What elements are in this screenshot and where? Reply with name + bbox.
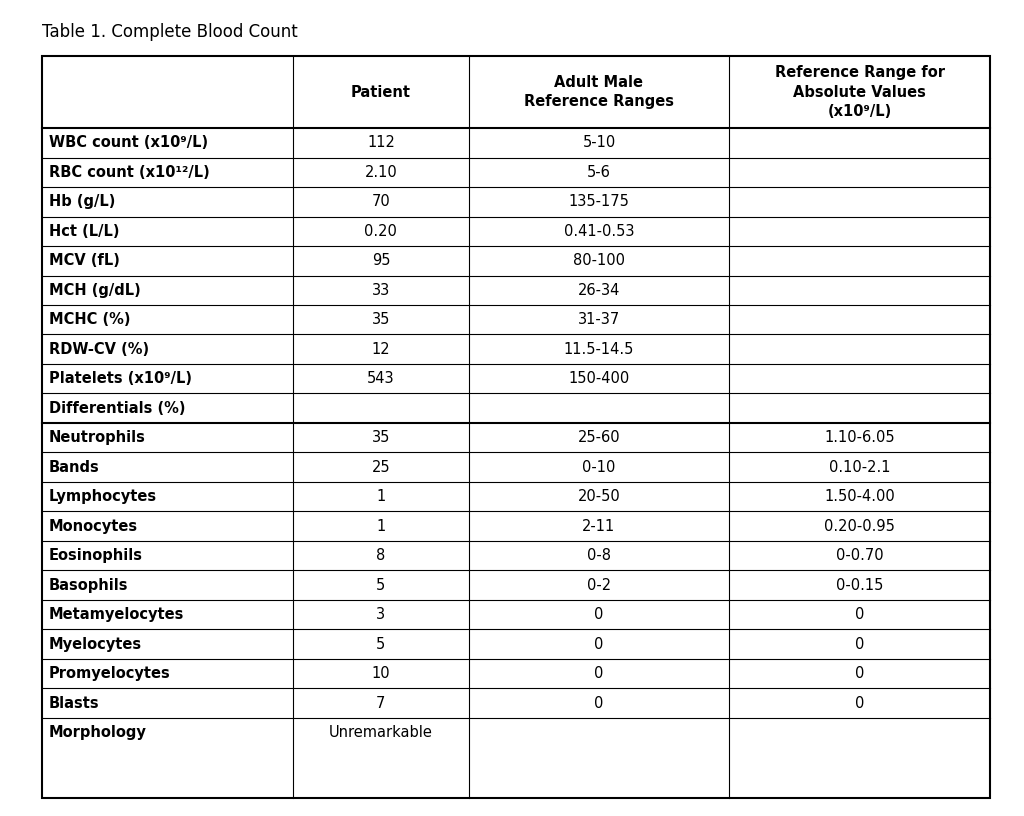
Text: 0-0.70: 0-0.70 [836,548,884,563]
Text: 26-34: 26-34 [578,283,621,298]
Text: 5-6: 5-6 [587,165,611,180]
Text: 2-11: 2-11 [583,519,615,534]
Text: 10: 10 [372,666,390,681]
Text: 0.20: 0.20 [365,224,397,239]
Text: 5: 5 [376,636,385,652]
Text: MCH (g/dL): MCH (g/dL) [49,283,140,298]
Text: 0: 0 [855,666,864,681]
Text: 0: 0 [594,607,603,623]
Text: Hct (L/L): Hct (L/L) [49,224,120,239]
Text: 0: 0 [594,696,603,711]
Text: 0: 0 [594,636,603,652]
Text: 150-400: 150-400 [568,371,630,386]
Text: 33: 33 [372,283,390,298]
Text: 1.10-6.05: 1.10-6.05 [824,430,895,446]
Text: Myelocytes: Myelocytes [49,636,142,652]
Text: RDW-CV (%): RDW-CV (%) [49,342,150,357]
Text: Basophils: Basophils [49,578,128,592]
Text: Adult Male
Reference Ranges: Adult Male Reference Ranges [524,75,674,109]
Text: 80-100: 80-100 [573,253,625,268]
Text: 0.41-0.53: 0.41-0.53 [563,224,634,239]
Text: Table 1. Complete Blood Count: Table 1. Complete Blood Count [42,23,298,41]
Text: Reference Range for
Absolute Values
(x10⁹/L): Reference Range for Absolute Values (x10… [774,65,945,118]
Text: Hb (g/L): Hb (g/L) [49,194,116,209]
Text: 1.50-4.00: 1.50-4.00 [824,490,895,504]
Text: 1: 1 [376,519,385,534]
Text: RBC count (x10¹²/L): RBC count (x10¹²/L) [49,165,210,180]
Text: Metamyelocytes: Metamyelocytes [49,607,184,623]
Text: 0: 0 [855,607,864,623]
Text: 31-37: 31-37 [578,313,621,327]
Text: Eosinophils: Eosinophils [49,548,143,563]
Text: 5-10: 5-10 [583,135,615,150]
Text: 12: 12 [372,342,390,357]
Text: 25: 25 [372,459,390,475]
Text: 0: 0 [855,696,864,711]
Text: 0: 0 [594,666,603,681]
Text: 0: 0 [855,636,864,652]
Text: 0-8: 0-8 [587,548,611,563]
Text: 11.5-14.5: 11.5-14.5 [564,342,634,357]
Text: 1: 1 [376,490,385,504]
Text: 3: 3 [377,607,385,623]
Text: Neutrophils: Neutrophils [49,430,145,446]
Text: 7: 7 [376,696,386,711]
Text: Unremarkable: Unremarkable [329,725,433,740]
Text: Monocytes: Monocytes [49,519,138,534]
Text: 5: 5 [376,578,385,592]
Text: Promyelocytes: Promyelocytes [49,666,171,681]
Text: Platelets (x10⁹/L): Platelets (x10⁹/L) [49,371,193,386]
Text: 112: 112 [367,135,395,150]
Text: Lymphocytes: Lymphocytes [49,490,157,504]
Text: 95: 95 [372,253,390,268]
Text: 2.10: 2.10 [365,165,397,180]
Text: Blasts: Blasts [49,696,99,711]
Text: Patient: Patient [351,85,411,100]
Text: Differentials (%): Differentials (%) [49,401,185,415]
Text: 20-50: 20-50 [578,490,621,504]
Text: 0-2: 0-2 [587,578,611,592]
Text: 35: 35 [372,430,390,446]
Text: WBC count (x10⁹/L): WBC count (x10⁹/L) [49,135,208,150]
Text: 0.10-2.1: 0.10-2.1 [828,459,891,475]
Text: 135-175: 135-175 [568,194,630,209]
Text: 8: 8 [376,548,385,563]
Text: 35: 35 [372,313,390,327]
Text: 25-60: 25-60 [578,430,621,446]
Text: Bands: Bands [49,459,99,475]
Text: 0-10: 0-10 [583,459,615,475]
Text: 0-0.15: 0-0.15 [836,578,884,592]
Text: 543: 543 [367,371,394,386]
Text: MCHC (%): MCHC (%) [49,313,130,327]
Text: 0.20-0.95: 0.20-0.95 [824,519,895,534]
Text: 70: 70 [372,194,390,209]
Text: MCV (fL): MCV (fL) [49,253,120,268]
Text: Morphology: Morphology [49,725,146,740]
